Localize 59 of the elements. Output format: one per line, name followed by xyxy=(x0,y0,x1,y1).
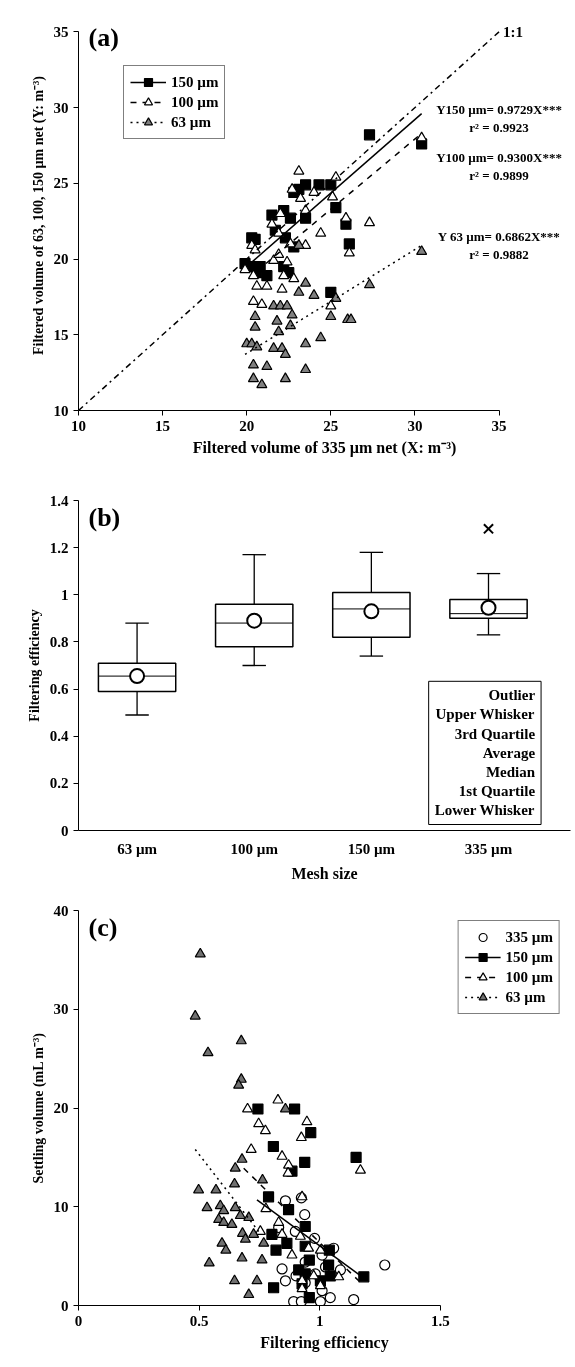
y-tick-label: 0 xyxy=(61,1297,69,1314)
y-tick-label: 0 xyxy=(61,822,69,839)
legend-label: 63 µm xyxy=(505,988,546,1006)
legend-label: 335 µm xyxy=(505,928,553,946)
y-tick-label: 25 xyxy=(53,175,69,192)
legend-label: 63 µm xyxy=(171,113,211,131)
y-axis-title: Filtered volume of 63, 100, 150 µm net (Y: m⁻³) xyxy=(30,75,47,355)
x-tick-label: 335 µm xyxy=(464,840,513,857)
y-tick-label: 10 xyxy=(53,1198,69,1215)
annotation: Y100 µm= 0.9300X*** r² = 0.9899 xyxy=(436,150,562,184)
annotation: Y 63 µm= 0.6862X*** r² = 0.9882 xyxy=(437,228,560,262)
y-tick-label: 20 xyxy=(53,1100,69,1116)
y-tick-label: 20 xyxy=(53,251,69,268)
y-tick-label: 10 xyxy=(53,402,69,419)
y-tick-label: 1 xyxy=(61,586,69,603)
annotation: Median xyxy=(485,764,536,781)
y-tick-label: 1.4 xyxy=(49,492,69,509)
annotation: Lower Whisker xyxy=(434,802,535,819)
annotation: Outlier xyxy=(488,687,536,704)
x-axis-title: Filtering efficiency xyxy=(260,1333,389,1352)
x-tick-label: 30 xyxy=(407,417,423,434)
y-tick-label: 30 xyxy=(53,1001,69,1018)
y-axis-title: Settling volume (mL m⁻³) xyxy=(30,1032,47,1184)
annotation: Upper Whisker xyxy=(435,706,535,723)
x-tick-label: 15 xyxy=(155,417,171,434)
chart-title: (c) xyxy=(88,912,118,942)
x-tick-label: 0.5 xyxy=(189,1312,209,1329)
x-tick-label: 0 xyxy=(74,1312,83,1329)
x-tick-label: 1 xyxy=(315,1312,324,1329)
legend-label: 150 µm xyxy=(505,948,553,966)
y-tick-label: 0.8 xyxy=(49,633,69,650)
x-tick-label: 63 µm xyxy=(117,840,158,857)
annotation: Average xyxy=(482,744,536,761)
annotation: Y150 µm= 0.9729X*** r² = 0.9923 xyxy=(436,101,562,135)
y-tick-label: 30 xyxy=(53,99,69,116)
annotation: 1st Quartile xyxy=(458,783,536,800)
x-tick-label: 25 xyxy=(323,417,339,434)
y-tick-label: 0.4 xyxy=(49,728,69,745)
x-tick-label: 1.5 xyxy=(430,1312,450,1329)
x-tick-label: 150 µm xyxy=(347,840,396,857)
x-axis-title: Filtered volume of 335 µm net (X: m⁻³) xyxy=(192,438,457,457)
y-tick-label: 0.6 xyxy=(49,681,69,698)
legend-label: 100 µm xyxy=(171,93,219,111)
y-tick-label: 0.2 xyxy=(49,775,69,792)
y-tick-label: 1.2 xyxy=(49,539,69,556)
y-tick-label: 35 xyxy=(53,23,69,40)
chart-title: (a) xyxy=(88,22,119,52)
legend-label: 150 µm xyxy=(171,73,219,91)
x-tick-label: 35 xyxy=(491,417,507,434)
chart-title: (b) xyxy=(88,502,121,532)
x-tick-label: 100 µm xyxy=(230,840,279,857)
y-axis-title: Filtering efficiency xyxy=(26,609,42,722)
x-axis-title: Mesh size xyxy=(291,864,358,882)
annotation: 1:1 xyxy=(503,23,524,40)
annotation: 3rd Quartile xyxy=(454,725,536,742)
y-tick-label: 40 xyxy=(53,902,69,919)
x-tick-label: 20 xyxy=(239,417,255,434)
legend-label: 100 µm xyxy=(505,968,553,986)
y-tick-label: 15 xyxy=(53,326,69,343)
